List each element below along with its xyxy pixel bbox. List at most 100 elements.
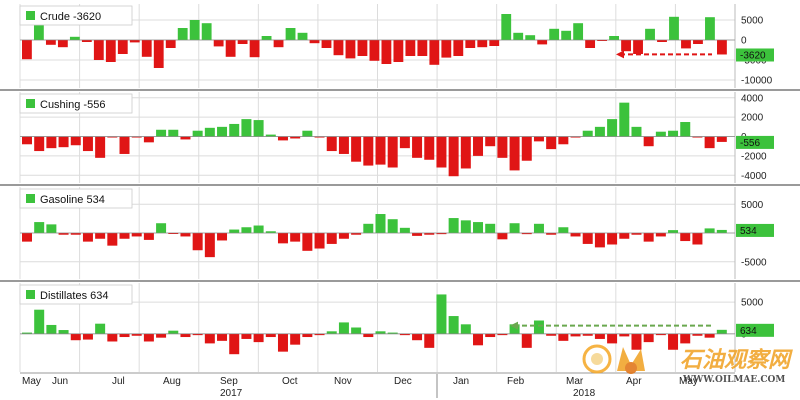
bar [70,333,81,341]
legend-box [19,188,133,209]
x-axis: May Jun Jul Aug Sep Oct Nov Dec Jan Feb Mar Apr May 2… [20,372,735,399]
bar [704,136,715,149]
bar [189,20,200,40]
bar [509,136,520,171]
bar [546,333,557,336]
bar [546,136,557,150]
bar [643,136,654,147]
bar [525,35,536,40]
legend: Gasoline 534 [19,188,133,209]
bar [58,330,69,334]
bar [668,333,679,350]
bar [585,40,596,48]
bar [351,327,362,334]
bar [716,229,727,233]
bar [180,136,191,140]
bar [105,40,116,62]
legend-swatch [26,11,35,20]
bar [631,233,642,235]
bar [95,136,106,158]
bar [424,136,435,160]
bar [405,40,416,56]
bar [501,14,512,40]
bar [34,222,45,233]
bar [460,324,471,334]
bar [225,40,236,57]
bar [489,40,500,46]
bar [655,233,666,237]
bar [70,136,81,146]
bar [692,333,703,336]
bar [131,333,142,336]
bar [497,333,508,336]
watermark-logo-icon [582,344,645,374]
legend-box [19,284,133,305]
bar [345,40,356,59]
bar [460,220,471,233]
y-tick-label: -5000 [741,257,767,268]
bar [34,309,45,334]
bar [412,233,423,236]
bar [338,136,349,154]
bar [375,136,386,165]
x-tick-label: May [22,376,41,387]
bar [704,333,715,338]
bar [321,40,332,48]
bar [338,233,349,239]
bar [607,119,618,137]
bar [399,227,410,233]
bar [58,136,69,148]
bar [177,28,188,40]
year-label: 2017 [220,388,243,399]
latest-value-badge [736,323,774,337]
bar [363,136,374,166]
bar [117,40,128,54]
bar [22,332,32,334]
y-tick-label: 5000 [741,16,764,27]
y-tick-label: 0 [741,36,747,47]
bar [509,324,520,334]
bar [131,233,142,237]
bar [680,333,691,344]
x-tick-label: Apr [626,376,642,387]
latest-value-label: -556 [740,138,760,149]
y-tick-label: 4000 [741,93,764,104]
bar [265,333,276,338]
bar [290,333,301,345]
bar [46,324,57,334]
bar [453,40,464,56]
bar [633,40,643,54]
bar [107,136,118,138]
latest-value-badge [736,48,774,62]
bar [217,333,228,341]
bar [204,233,215,258]
bar [141,40,152,57]
x-tick-label: May [679,376,698,387]
x-tick-label: Aug [163,376,181,387]
bar [229,123,240,137]
bar [290,136,301,139]
bar [582,233,593,244]
watermark-text: 石油观察网 [680,347,793,373]
bar [485,223,496,233]
y-tick-label: 2000 [741,113,764,124]
legend-label: Crude -3620 [40,11,101,23]
x-tick-label: Feb [507,376,525,387]
latest-value-badge [736,135,774,149]
bar [277,333,288,352]
y-tick-label: 5000 [741,200,764,211]
bar [533,136,544,142]
panel-divider [0,184,800,186]
bar [497,233,508,240]
bar [314,233,325,249]
bar [537,40,548,45]
bar [156,223,167,233]
bar [241,119,252,137]
bar [82,136,93,152]
bar [192,233,203,251]
bar [436,136,447,168]
bar [424,333,435,348]
